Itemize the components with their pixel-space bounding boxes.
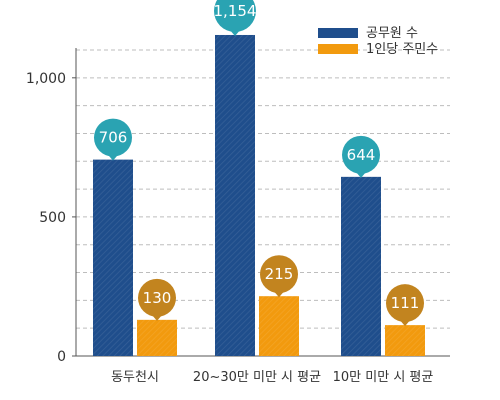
data-label-bubble: 706 bbox=[94, 118, 132, 161]
bubble-circle bbox=[138, 278, 176, 317]
data-label: 644 bbox=[347, 146, 376, 164]
x-tick-label: 10만 미만 시 평균 bbox=[333, 370, 434, 385]
y-tick-label: 500 bbox=[39, 210, 66, 226]
bubble-circle bbox=[94, 118, 132, 157]
data-label-bubble: 644 bbox=[342, 135, 380, 178]
data-labels: 706 130 1,154 215 644 111 bbox=[94, 0, 424, 327]
y-tick-label: 1,000 bbox=[26, 71, 66, 87]
data-label: 111 bbox=[391, 294, 420, 312]
data-label: 130 bbox=[143, 289, 172, 307]
data-label-bubble: 215 bbox=[260, 255, 298, 298]
legend-label-series-2: 1인당 주민수 bbox=[366, 42, 438, 57]
data-label: 215 bbox=[265, 265, 294, 283]
x-tick-label: 20~30만 미만 시 평균 bbox=[193, 370, 321, 385]
bubble-circle bbox=[342, 135, 380, 174]
bar-texture bbox=[93, 159, 133, 356]
data-label: 706 bbox=[99, 129, 128, 147]
data-label-bubble: 130 bbox=[138, 278, 176, 321]
legend-swatch-series-2 bbox=[318, 44, 358, 54]
bar-texture bbox=[341, 176, 381, 356]
legend: 공무원 수 1인당 주민수 bbox=[318, 26, 438, 57]
legend-label-series-1: 공무원 수 bbox=[366, 26, 418, 41]
x-tick-label: 동두천시 bbox=[111, 370, 159, 385]
data-label-bubble: 1,154 bbox=[214, 0, 257, 36]
bar-texture bbox=[259, 296, 299, 356]
bar-texture bbox=[137, 319, 177, 356]
bar-texture bbox=[215, 34, 255, 356]
data-label: 1,154 bbox=[214, 2, 257, 20]
bubble-circle bbox=[214, 0, 256, 32]
bubble-circle bbox=[260, 255, 298, 294]
bubble-circle bbox=[386, 284, 424, 323]
data-label-bubble: 111 bbox=[386, 284, 424, 327]
bar-texture bbox=[385, 325, 425, 356]
bars bbox=[93, 34, 425, 356]
y-tick-label: 0 bbox=[57, 349, 66, 365]
legend-swatch-series-1 bbox=[318, 28, 358, 38]
